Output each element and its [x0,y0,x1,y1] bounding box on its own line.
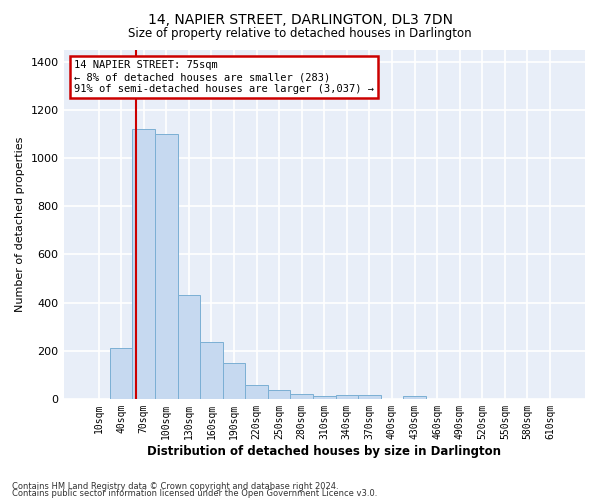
Bar [223,363,245,399]
Bar [268,390,290,399]
Bar [290,394,313,399]
Bar [155,134,178,399]
Bar [313,396,335,399]
Bar [200,342,223,399]
Y-axis label: Number of detached properties: Number of detached properties [15,136,25,312]
Bar [335,395,358,399]
Text: Contains public sector information licensed under the Open Government Licence v3: Contains public sector information licen… [12,489,377,498]
Text: 14 NAPIER STREET: 75sqm
← 8% of detached houses are smaller (283)
91% of semi-de: 14 NAPIER STREET: 75sqm ← 8% of detached… [74,60,374,94]
Bar [403,396,426,399]
X-axis label: Distribution of detached houses by size in Darlington: Distribution of detached houses by size … [147,444,501,458]
Text: Contains HM Land Registry data © Crown copyright and database right 2024.: Contains HM Land Registry data © Crown c… [12,482,338,491]
Text: Size of property relative to detached houses in Darlington: Size of property relative to detached ho… [128,28,472,40]
Bar [245,385,268,399]
Bar [358,395,381,399]
Bar [178,296,200,399]
Bar [110,348,133,399]
Bar [133,130,155,399]
Text: 14, NAPIER STREET, DARLINGTON, DL3 7DN: 14, NAPIER STREET, DARLINGTON, DL3 7DN [148,12,452,26]
